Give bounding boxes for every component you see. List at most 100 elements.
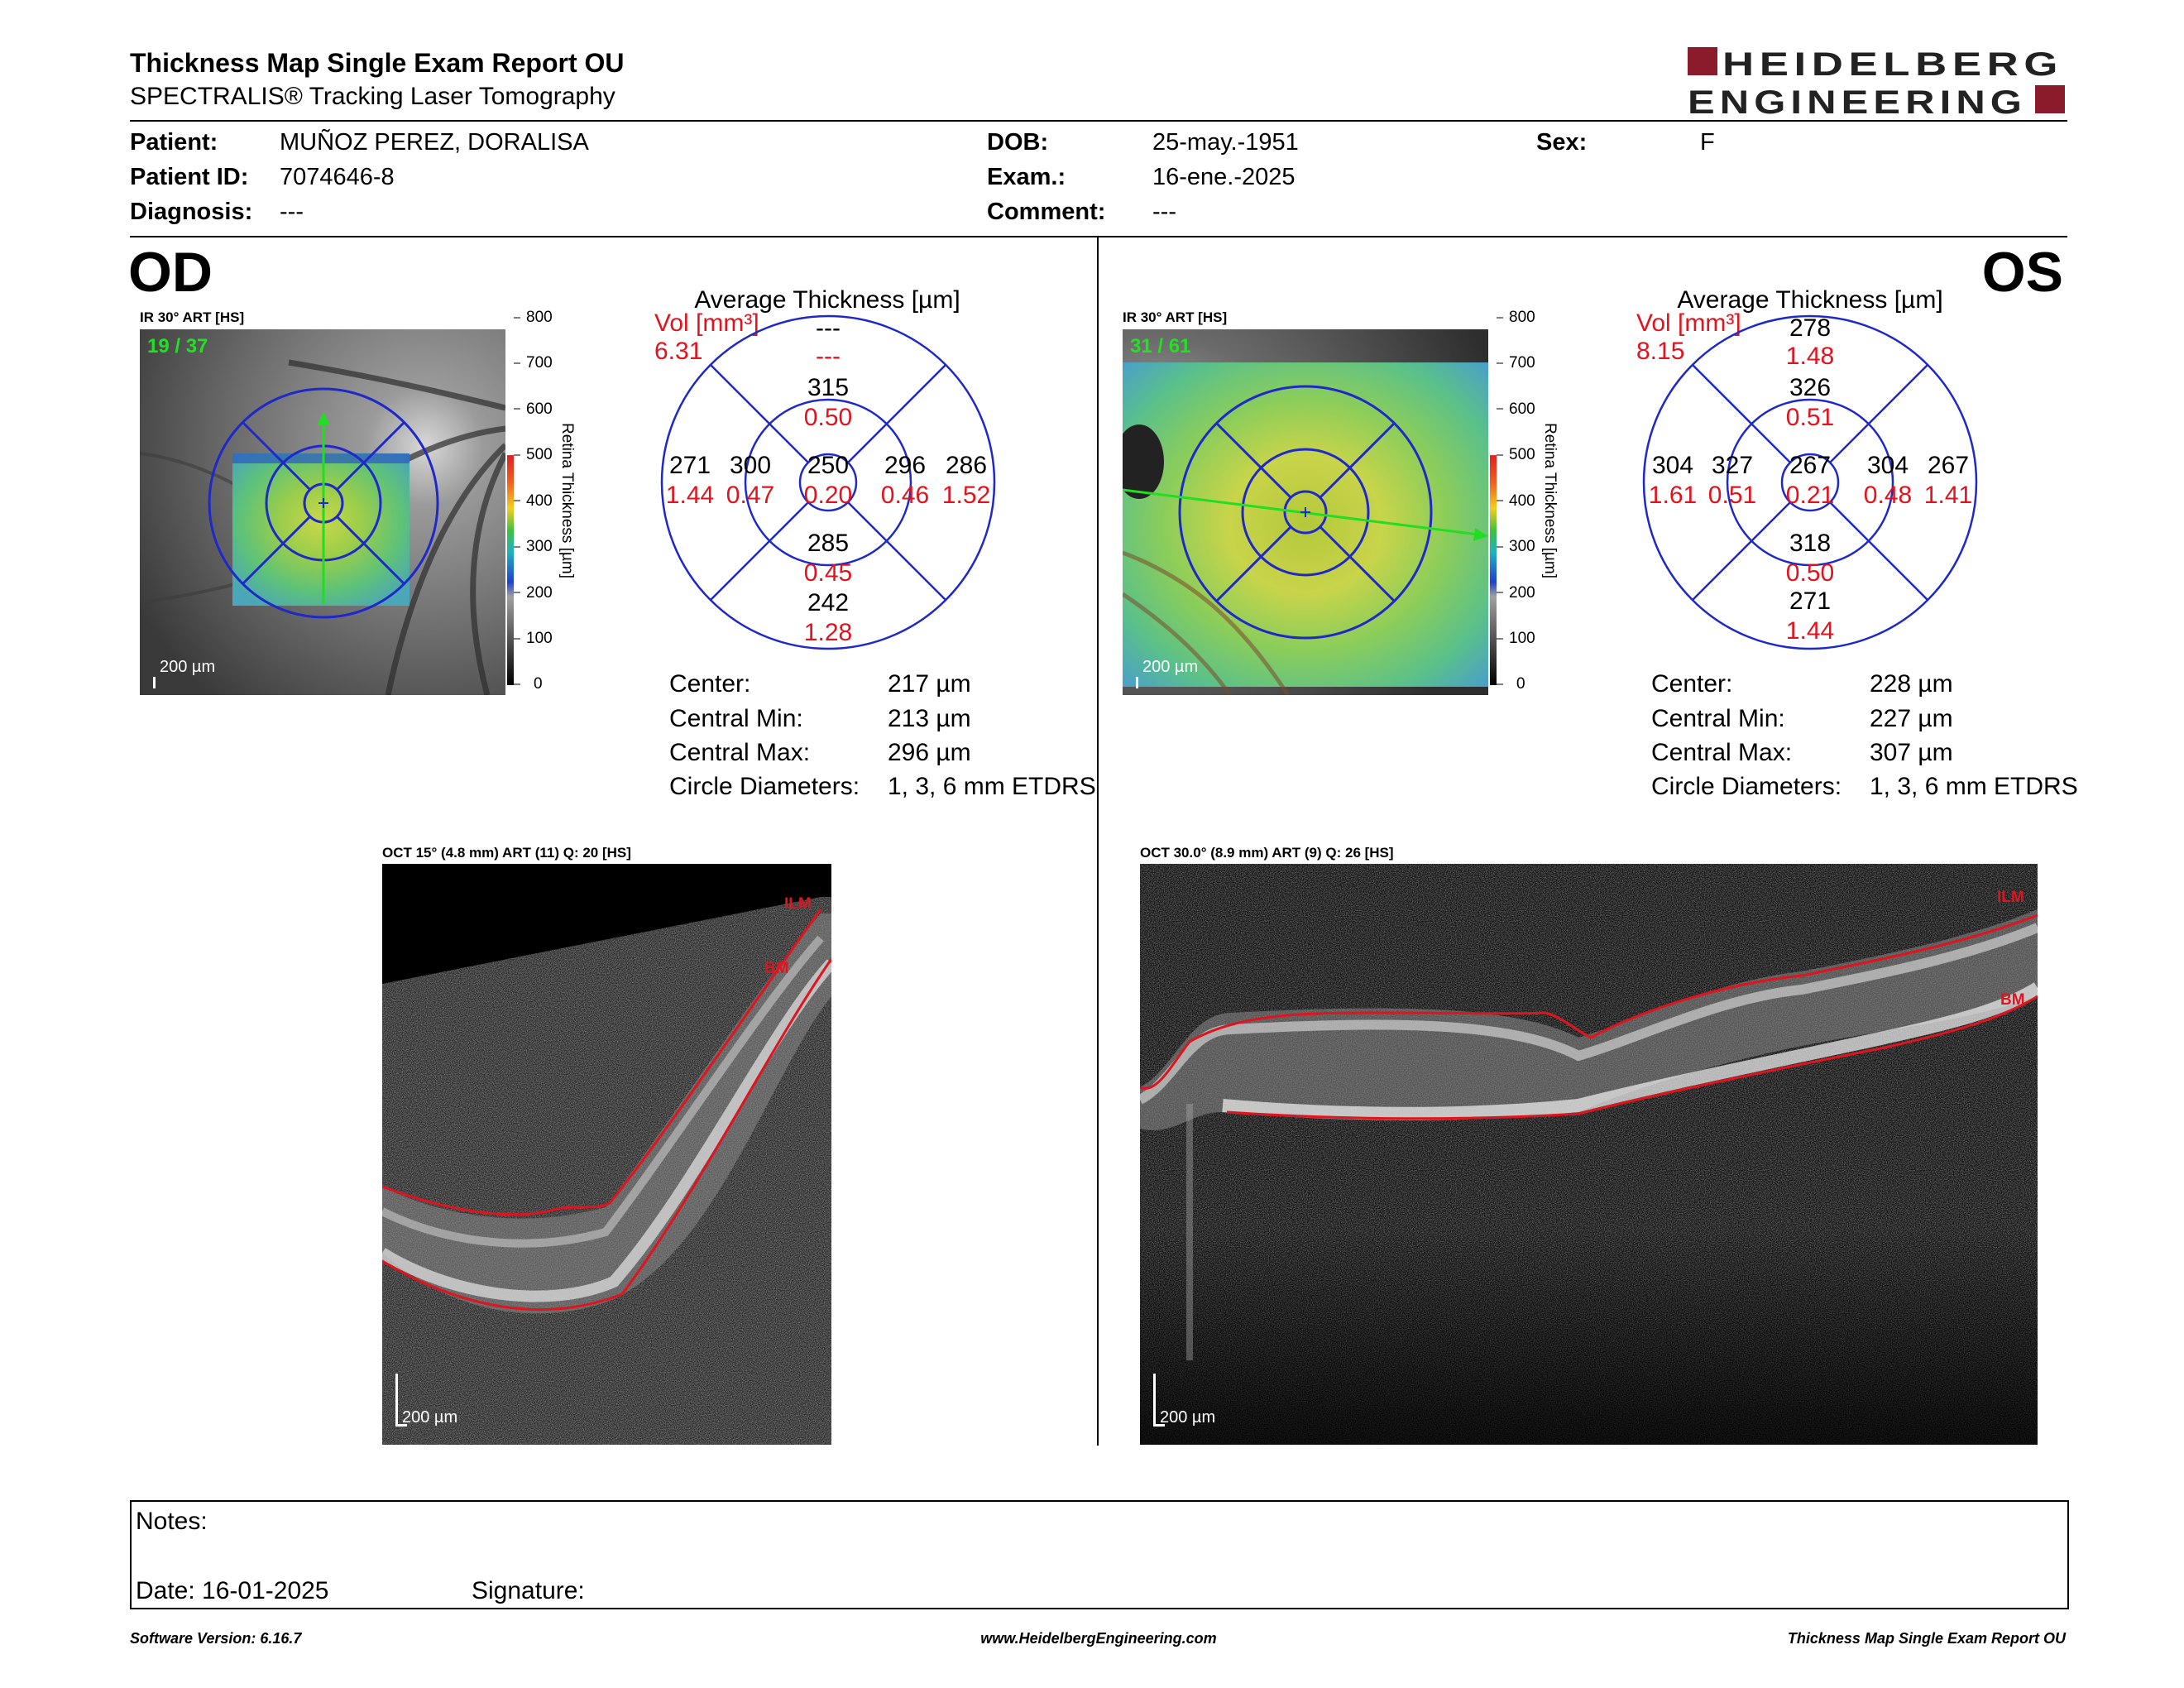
od-cb-tick-100: 100 [526,630,553,647]
os-vol-label: Vol [mm³] [1636,309,1741,337]
os-cb-title: Retina Thickness [µm] [1541,423,1559,578]
od-inner-superior-vol: 0.50 [803,404,853,431]
os-cb-tick-300: 300 [1509,538,1535,555]
os-avg-title: Average Thickness [µm] [1677,286,1943,314]
os-circle-diameters-value: 1, 3, 6 mm ETDRS [1870,773,2078,800]
comment-value: --- [1152,199,1176,225]
os-outer-temporal-vol: 1.41 [1923,482,1973,509]
os-bm-label: BM [2000,991,2025,1009]
footer-website[interactable]: www.HeidelbergEngineering.com [980,1630,1217,1647]
od-outer-temporal: 271 [668,452,711,479]
os-cb-tick-400: 400 [1509,492,1535,510]
os-inner-temporal: 304 [1866,452,1909,479]
od-cb-tick-600: 600 [526,400,553,418]
os-cb-tick-800: 800 [1509,309,1535,326]
od-central-max-value: 296 µm [888,739,971,766]
eye-divider [1097,237,1099,1446]
os-cb-tick-500: 500 [1509,446,1535,463]
od-vol-total: 6.31 [654,338,703,365]
header-divider [130,120,2067,122]
os-outer-temporal: 267 [1927,452,1970,479]
footer-software-version: Software Version: 6.16.7 [130,1630,302,1647]
patient-divider [130,236,2067,237]
os-inner-nasal: 327 [1711,452,1754,479]
od-outer-superior-vol: --- [816,343,841,370]
od-scale-label: 200 µm [160,658,216,676]
os-central-max-value: 307 µm [1870,739,1953,766]
os-inner-superior-vol: 0.51 [1785,404,1835,431]
od-vol-label: Vol [mm³] [654,309,759,337]
od-center-value: 217 µm [888,670,971,698]
os-ir-label: IR 30° ART [HS] [1123,309,1228,325]
od-central-min-value: 213 µm [888,705,971,732]
os-oct-bscan [1138,864,2042,1445]
os-fundus-image [1114,329,1488,697]
sex-value: F [1700,129,1715,156]
footer-report-name: Thickness Map Single Exam Report OU [1787,1630,2066,1647]
date-label: Date: 16-01-2025 [136,1577,329,1604]
os-scale-label: 200 µm [1142,658,1199,676]
od-inner-temporal-vol: 0.47 [726,482,775,509]
od-etdrs-grid [660,314,996,650]
os-cb-tick-100: 100 [1509,630,1535,647]
os-center-label: Center: [1651,670,1733,698]
patient-id: 7074646-8 [280,164,395,190]
os-inner-nasal-vol: 0.51 [1707,482,1757,509]
od-cb-title: Retina Thickness [µm] [558,423,576,578]
od-scalebar-icon [153,677,156,688]
od-center-label: Center: [669,670,751,698]
notes-box [130,1500,2069,1609]
os-central-min-label: Central Min: [1651,705,1785,732]
os-central-min-value: 227 µm [1870,705,1953,732]
od-outer-nasal-vol: 1.52 [941,482,991,509]
od-eye-label: OD [128,241,213,304]
od-inner-temporal: 300 [729,452,772,479]
os-etdrs-grid [1642,314,1978,650]
od-oct-label: OCT 15° (4.8 mm) ART (11) Q: 20 [HS] [382,845,631,861]
exam-value: 16-ene.-2025 [1152,164,1296,190]
os-cb-tick-200: 200 [1509,584,1535,602]
os-inner-inferior: 318 [1789,530,1832,557]
os-oct-scale-label: 200 µm [1160,1408,1216,1427]
od-cb-tick-800: 800 [526,309,553,326]
os-inner-superior: 326 [1789,374,1832,401]
od-outer-temporal-vol: 1.44 [665,482,715,509]
od-fundus-image [139,329,509,696]
os-inner-temporal-vol: 0.48 [1863,482,1913,509]
od-inner-nasal-vol: 0.46 [880,482,930,509]
od-outer-inferior: 242 [807,589,850,616]
od-center: 250 [807,452,850,479]
patient-id-label: Patient ID: [130,164,249,190]
os-eye-label: OS [1981,241,2063,304]
od-central-max-label: Central Max: [669,739,811,766]
diagnosis-label: Diagnosis: [130,199,253,225]
od-circle-diameters-label: Circle Diameters: [669,773,860,800]
dob-label: DOB: [987,129,1049,156]
od-frame-count: 19 / 37 [147,335,208,357]
patient-label: Patient: [130,129,218,156]
od-inner-inferior-vol: 0.45 [803,559,853,587]
od-avg-title: Average Thickness [µm] [694,286,960,314]
od-cb-tick-0: 0 [534,675,543,693]
os-outer-nasal: 304 [1651,452,1694,479]
os-circle-diameters-label: Circle Diameters: [1651,773,1842,800]
od-outer-inferior-vol: 1.28 [803,619,853,646]
od-center-vol: 0.20 [803,482,853,509]
od-outer-nasal: 286 [945,452,988,479]
os-scalebar-icon [1136,677,1138,688]
od-central-min-label: Central Min: [669,705,803,732]
os-outer-inferior: 271 [1789,587,1832,615]
signature-label: Signature: [472,1577,585,1604]
logo-text-heidelberg: HEIDELBERG [1722,46,2063,83]
logo-text-engineering: ENGINEERING [1688,84,2027,117]
sex-label: Sex: [1536,129,1588,156]
os-oct-label: OCT 30.0° (8.9 mm) ART (9) Q: 26 [HS] [1140,845,1394,861]
os-cb-tick-700: 700 [1509,354,1535,372]
od-bm-label: BM [764,960,789,977]
os-center-vol: 0.21 [1785,482,1835,509]
od-outer-superior: --- [816,314,841,342]
od-ilm-label: ILM [784,895,812,913]
dob-value: 25-may.-1951 [1152,129,1299,156]
os-central-max-label: Central Max: [1651,739,1793,766]
od-cb-tick-500: 500 [526,446,553,463]
